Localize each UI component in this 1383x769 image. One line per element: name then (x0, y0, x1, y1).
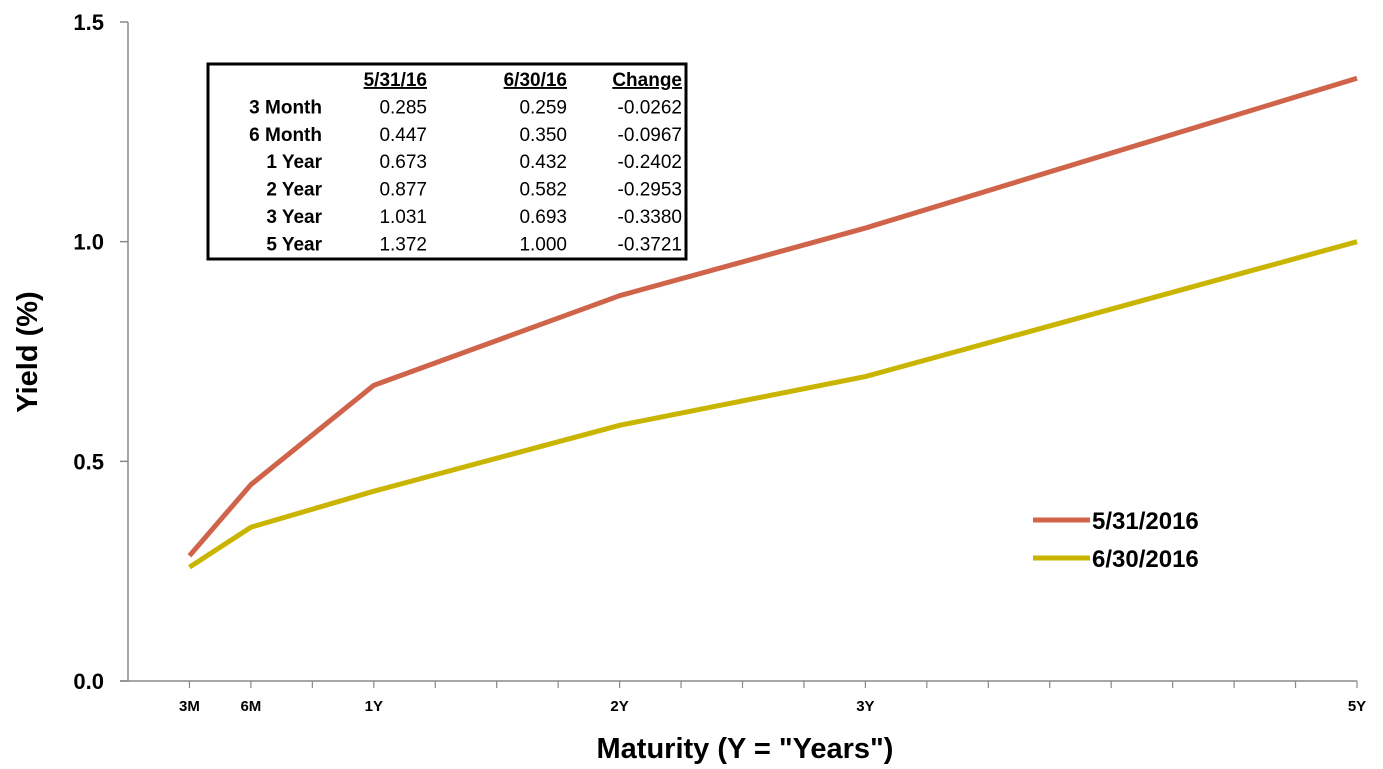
table-cell: 0.693 (519, 207, 567, 228)
x-tick-label: 3M (179, 698, 200, 715)
table-header: 5/31/16 (364, 70, 427, 91)
table-cell: 1.000 (519, 234, 567, 255)
axes: 0.0 0.5 1.0 1.5 3M 6M 1Y 2Y 3Y 5Y (73, 10, 1366, 715)
series-line (188, 239, 1358, 570)
y-tick-label: 1.0 (73, 230, 104, 255)
legend-label: 6/30/2016 (1092, 546, 1199, 573)
table-cell: 0.877 (379, 180, 427, 201)
table-header: Change (612, 70, 682, 91)
table-cell: -0.0262 (618, 97, 682, 118)
y-axis-title: Yield (%) (12, 291, 44, 412)
yield-table: 5/31/16 6/30/16 Change 3 Month 0.285 0.259 -0.… (206, 62, 688, 261)
table-header: 6/30/16 (504, 70, 567, 91)
y-tick-label: 0.0 (73, 669, 104, 694)
table-cell: -0.0967 (618, 125, 682, 146)
table-cell: -0.2953 (618, 180, 682, 201)
table-cell: 0.350 (519, 125, 567, 146)
y-tick-label: 0.5 (73, 449, 104, 474)
table-cell: 0.447 (379, 125, 427, 146)
legend-label: 5/31/2016 (1092, 508, 1199, 535)
series-line (187, 75, 1358, 558)
table-row-label: 5 Year (266, 234, 322, 255)
table-cell: 0.673 (379, 152, 427, 173)
x-axis-title: Maturity (Y = "Years") (597, 733, 894, 765)
table-row-label: 3 Year (266, 207, 322, 228)
table-cell: 0.432 (519, 152, 567, 173)
x-tick-label: 3Y (856, 698, 874, 715)
table-row-label: 6 Month (249, 125, 322, 146)
table-cell: -0.2402 (618, 152, 682, 173)
table-cell: -0.3721 (618, 234, 682, 255)
table-row-label: 3 Month (249, 97, 322, 118)
series-layer (187, 75, 1358, 570)
table-row-label: 1 Year (266, 152, 322, 173)
legend: 5/31/2016 6/30/2016 (1033, 508, 1199, 573)
table-row-label: 2 Year (266, 180, 322, 201)
table-cell: 1.031 (379, 207, 427, 228)
table-frame (206, 62, 688, 261)
table-cell: 0.582 (519, 180, 567, 201)
y-tick-label: 1.5 (73, 10, 104, 35)
table-cell: 1.372 (379, 234, 427, 255)
table-cell: 0.285 (379, 97, 427, 118)
x-tick-label: 6M (240, 698, 261, 715)
x-tick-label: 1Y (365, 698, 383, 715)
table-cell: -0.3380 (618, 207, 682, 228)
x-tick-label: 2Y (610, 698, 628, 715)
table-cell: 0.259 (519, 97, 567, 118)
x-tick-label: 5Y (1348, 698, 1366, 715)
